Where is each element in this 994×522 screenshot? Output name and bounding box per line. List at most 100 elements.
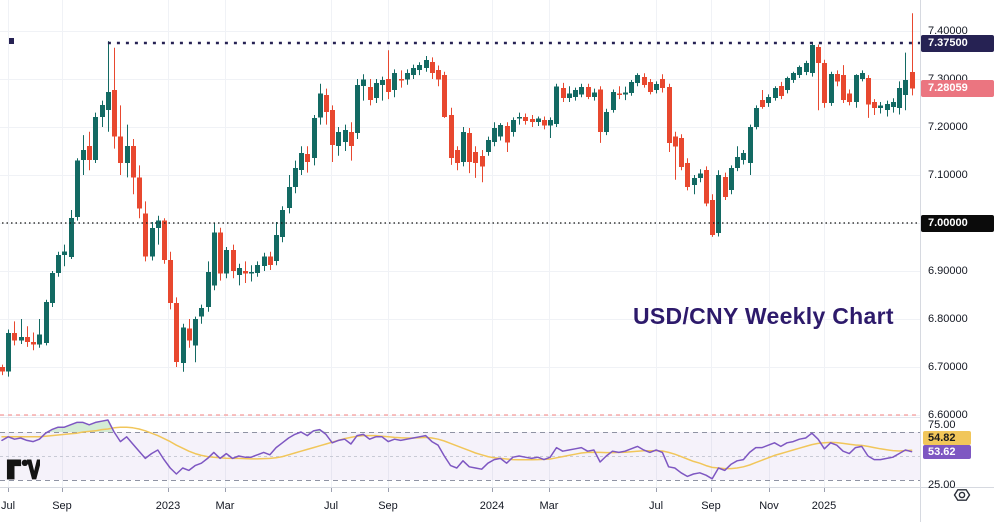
candle-body: [69, 218, 74, 258]
candle-body: [829, 74, 834, 103]
candle-body: [106, 91, 111, 111]
candle-body: [542, 119, 547, 126]
candle-body: [554, 86, 559, 125]
time-tick-label: Nov: [759, 500, 779, 512]
candle-body: [561, 88, 566, 99]
candle-body: [523, 116, 528, 121]
candle-body: [810, 44, 815, 74]
candle-body: [891, 102, 896, 107]
candle-body: [530, 118, 535, 123]
candle-body: [93, 116, 98, 161]
candle-body: [218, 232, 223, 274]
price-tick-label: 6.80000: [928, 313, 968, 325]
candle-body: [187, 328, 192, 341]
candle-body: [860, 72, 865, 79]
candle-body: [685, 163, 690, 187]
candle-body: [679, 138, 684, 167]
candle-body: [586, 87, 591, 97]
candle-body: [112, 90, 117, 137]
candle-body: [723, 176, 728, 198]
candle-body: [885, 103, 890, 111]
candle-body: [12, 332, 17, 341]
candle-body: [44, 302, 49, 343]
candle-body: [692, 177, 697, 186]
candle-body: [361, 79, 366, 87]
candle-body: [19, 336, 24, 341]
last-price-label: 7.28059: [921, 80, 994, 97]
candle-body: [754, 107, 759, 127]
price-tick-label: 7.40000: [928, 25, 968, 37]
candle-body: [642, 77, 647, 85]
candle-body: [349, 131, 354, 147]
rsi-line: [1, 419, 913, 480]
candle-body: [804, 63, 809, 72]
candle-body: [785, 78, 790, 91]
time-tick-label: 2025: [811, 500, 837, 512]
candle-body: [461, 131, 466, 163]
rsi-ma-line: [1, 426, 913, 470]
time-tick-label: 2023: [155, 500, 181, 512]
candle-body: [748, 127, 753, 163]
candle-body: [797, 67, 802, 76]
candle-body: [287, 187, 292, 209]
candle-body: [324, 94, 329, 113]
candle-body: [125, 146, 130, 163]
candle-body: [791, 72, 796, 80]
candle-body: [25, 336, 30, 343]
candle-body: [255, 264, 260, 273]
candle-body: [611, 91, 616, 111]
candle-body: [704, 170, 709, 204]
candle-body: [131, 146, 136, 178]
time-tick-label: 2024: [479, 500, 505, 512]
candle-body: [162, 220, 167, 260]
time-tick-label: Sep: [52, 500, 72, 512]
candle-body: [467, 132, 472, 163]
candle-body: [773, 88, 778, 99]
candle-body: [897, 88, 902, 108]
candle-body: [486, 139, 491, 152]
candle-body: [386, 79, 391, 92]
candle-body: [492, 127, 497, 142]
candle-body: [168, 259, 173, 304]
candle-body: [243, 271, 248, 274]
candle-body: [330, 110, 335, 145]
candle-body: [449, 115, 454, 159]
time-tick-label: Sep: [701, 500, 721, 512]
candle-body: [505, 126, 510, 143]
tradingview-logo-icon[interactable]: [6, 455, 40, 482]
candle-body: [199, 307, 204, 317]
candle-body: [50, 272, 55, 304]
candle-body: [442, 75, 447, 117]
candle-body: [910, 71, 915, 89]
candle-body: [193, 319, 198, 346]
candle-body: [411, 67, 416, 76]
candle-body: [822, 63, 827, 103]
candle-body: [100, 104, 105, 117]
candle-body: [567, 93, 572, 99]
candle-body: [399, 79, 404, 81]
candle-body: [206, 271, 211, 307]
candle-body: [137, 177, 142, 209]
candle-body: [0, 367, 5, 372]
candle-body: [903, 79, 908, 95]
candle-body: [729, 167, 734, 190]
candle-body: [268, 256, 273, 265]
rsi-lower-axis-tick: 25.00: [928, 479, 956, 491]
candle-body: [835, 74, 840, 82]
candle-body: [181, 327, 186, 364]
candle-body: [118, 136, 123, 163]
candle-body: [31, 342, 36, 345]
candle-body: [779, 86, 784, 96]
candle-body: [318, 93, 323, 118]
candle-body: [654, 83, 659, 91]
candle-body: [841, 75, 846, 101]
source-eye-icon[interactable]: [951, 487, 973, 503]
candle-body: [455, 150, 460, 163]
chart-watermark-title: USD/CNY Weekly Chart: [633, 303, 894, 329]
candle-body: [735, 156, 740, 168]
candle-body: [878, 105, 883, 108]
candle-body: [579, 87, 584, 95]
candle-body: [405, 72, 410, 80]
support-price-label: 7.00000: [921, 215, 994, 232]
